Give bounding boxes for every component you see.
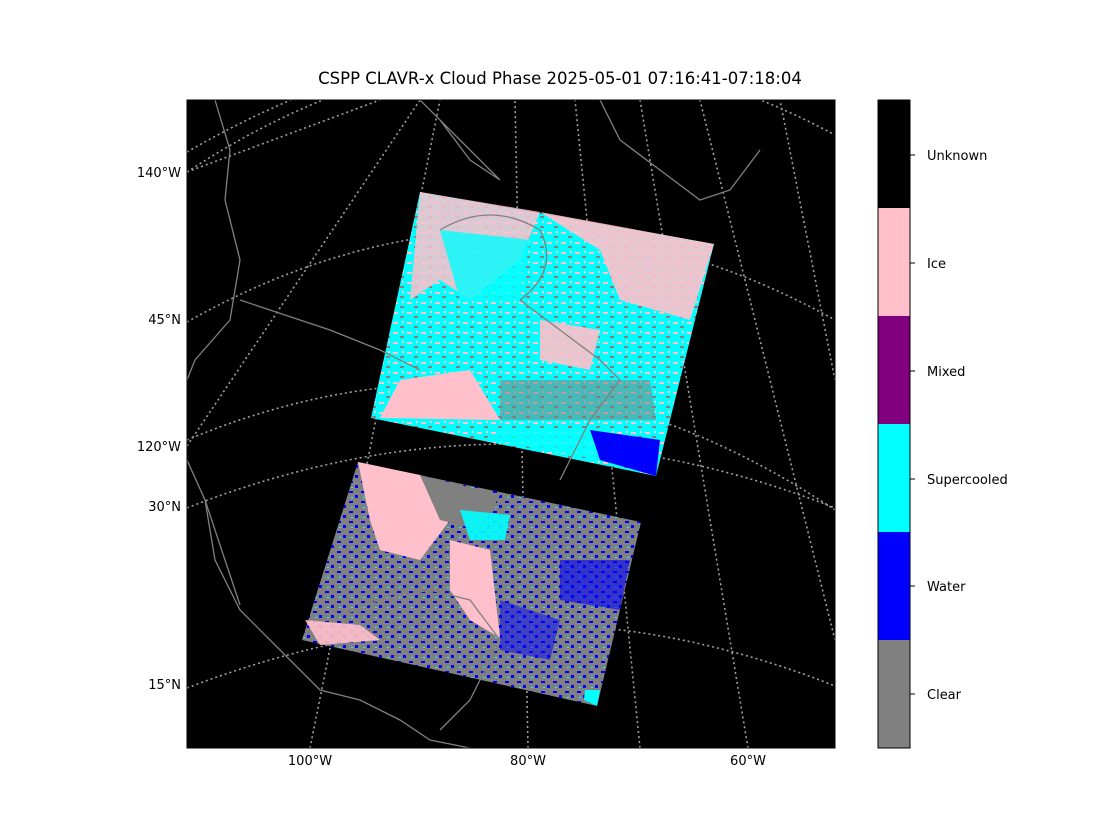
coast-west xyxy=(187,100,241,381)
parallel-60n xyxy=(187,100,835,173)
coastlines xyxy=(187,100,761,748)
meridian-80w xyxy=(514,100,529,748)
colorbar-swatch-mixed xyxy=(878,316,910,424)
colorbar-label-unknown: Unknown xyxy=(927,149,987,164)
label-140w: 140°W xyxy=(137,166,181,181)
colorbar-swatch-unknown xyxy=(878,100,910,208)
map-frame xyxy=(186,99,836,749)
bottom-axis-labels: 100°W 80°W 60°W xyxy=(288,754,766,769)
coast-greenland xyxy=(599,100,761,201)
coast-pacific xyxy=(187,459,471,748)
colorbar-label-clear: Clear xyxy=(927,688,962,703)
parallel-45n xyxy=(187,229,835,323)
colorbar-label-supercooled: Supercooled xyxy=(927,473,1008,488)
colorbar-frame xyxy=(877,99,911,749)
left-axis-labels: 140°W 45°N 120°W 30°N 15°N xyxy=(137,166,181,693)
border-canada-us xyxy=(239,299,421,371)
colorbar-label-water: Water xyxy=(927,580,966,595)
meridian-140w xyxy=(187,100,381,173)
colorbar-swatch-ice xyxy=(878,208,910,316)
colorbar-label-ice: Ice xyxy=(927,257,946,272)
coast-arctic xyxy=(419,100,501,181)
colorbar-label-mixed: Mixed xyxy=(927,365,965,380)
colorbar-swatch-clear xyxy=(878,640,910,748)
label-80w: 80°W xyxy=(510,754,546,769)
parallel-top xyxy=(187,100,835,153)
swath-north xyxy=(371,192,714,476)
coast-hudson xyxy=(439,214,548,301)
map-title: CSPP CLAVR-x Cloud Phase 2025-05-01 07:1… xyxy=(318,69,802,88)
coast-gulf xyxy=(329,589,501,731)
label-15n: 15°N xyxy=(148,678,181,693)
coast-east xyxy=(519,299,621,481)
label-100w: 100°W xyxy=(288,754,332,769)
label-120w: 120°W xyxy=(137,440,181,455)
swath-south xyxy=(302,462,641,706)
label-45n: 45°N xyxy=(148,313,181,328)
colorbar-swatch-water xyxy=(878,532,910,640)
coast-baja xyxy=(204,499,241,606)
colorbar-swatch-supercooled xyxy=(878,424,910,532)
label-30n: 30°N xyxy=(148,500,181,515)
colorbar: Unknown Ice Mixed Supercooled Water Clea… xyxy=(877,99,1008,749)
label-60w: 60°W xyxy=(730,754,766,769)
